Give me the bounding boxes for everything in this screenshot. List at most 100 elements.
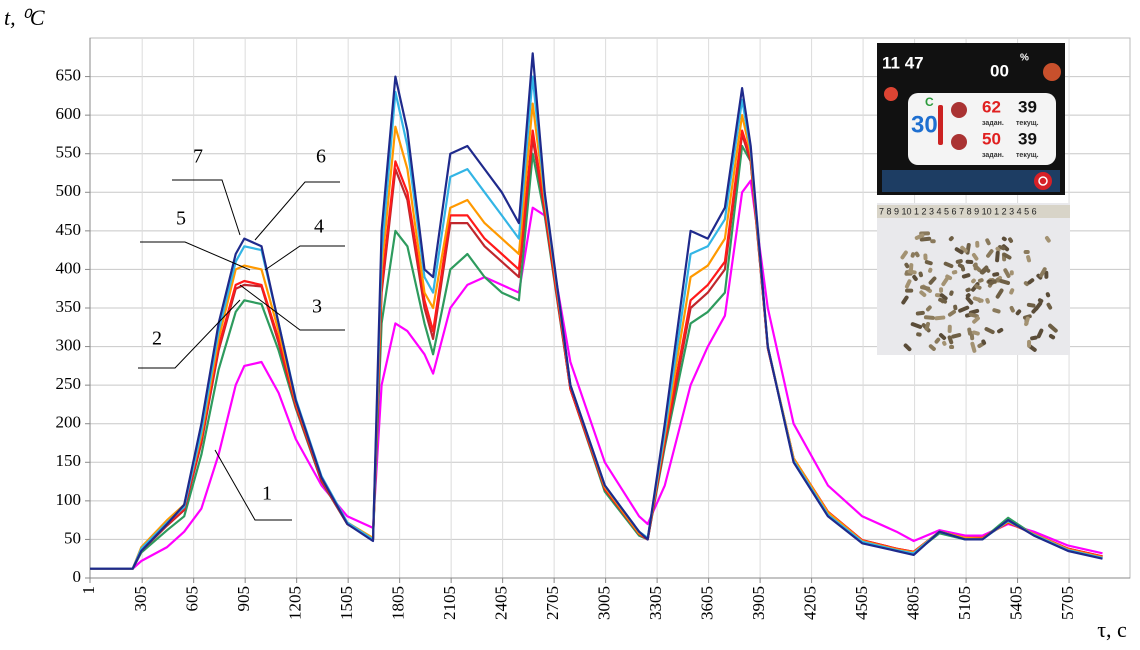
pellet bbox=[938, 333, 947, 340]
pellet bbox=[1030, 335, 1038, 341]
callouts: 7 6 5 4 3 2 1 bbox=[138, 146, 345, 521]
screen-icon bbox=[951, 102, 967, 118]
pellet bbox=[985, 297, 990, 304]
pellet bbox=[958, 305, 970, 313]
pellet bbox=[947, 324, 952, 334]
y-tick-label: 250 bbox=[56, 374, 82, 393]
screen-set-1: 62 bbox=[982, 97, 1001, 116]
pellet bbox=[968, 312, 979, 319]
pellet bbox=[965, 287, 971, 293]
pellet bbox=[914, 233, 925, 240]
pellet bbox=[974, 284, 982, 290]
pellet bbox=[920, 285, 931, 291]
pellet bbox=[923, 253, 928, 261]
pellet bbox=[960, 245, 968, 253]
pellet bbox=[1002, 252, 1012, 260]
pellet bbox=[910, 322, 923, 329]
y-tick-label: 300 bbox=[56, 335, 82, 354]
pellet bbox=[971, 330, 980, 336]
screen-caption: задан. bbox=[982, 120, 1004, 127]
pellet bbox=[961, 273, 971, 279]
y-axis-title: t, ⁰C bbox=[4, 5, 45, 30]
curve-label: 5 bbox=[176, 208, 186, 230]
series-line bbox=[90, 179, 1103, 570]
x-tick-label: 1205 bbox=[286, 586, 305, 620]
pellet bbox=[1046, 302, 1053, 310]
y-tick-label: 0 bbox=[73, 567, 82, 586]
curve-label: 1 bbox=[262, 483, 272, 505]
pellet bbox=[954, 247, 964, 255]
pellet bbox=[953, 304, 958, 311]
pellet bbox=[995, 288, 1004, 299]
ruler bbox=[877, 205, 1070, 218]
power-button bbox=[1034, 172, 1052, 190]
y-tick-label: 150 bbox=[56, 451, 82, 470]
pellet bbox=[910, 252, 916, 258]
x-tick-label: 5705 bbox=[1058, 586, 1077, 620]
pellet bbox=[979, 265, 989, 275]
pellet bbox=[1003, 268, 1011, 279]
pellet bbox=[916, 332, 922, 337]
pellet bbox=[992, 308, 1001, 314]
pellet bbox=[1027, 278, 1035, 285]
pellet bbox=[999, 279, 1011, 285]
pellet bbox=[1027, 339, 1032, 348]
curve-label: 3 bbox=[312, 296, 322, 318]
pellet bbox=[1009, 270, 1014, 276]
pellet bbox=[951, 333, 962, 339]
pellet bbox=[1036, 328, 1044, 339]
leader-line bbox=[264, 245, 345, 271]
x-tick-label: 3005 bbox=[595, 586, 614, 620]
pellet bbox=[947, 309, 957, 317]
pellet bbox=[915, 310, 925, 316]
pellet bbox=[951, 270, 958, 275]
pellet bbox=[1023, 250, 1030, 255]
curve-label: 2 bbox=[152, 328, 162, 350]
pellet bbox=[904, 262, 910, 269]
screen-clock: 11 47 bbox=[882, 53, 924, 72]
pellet bbox=[925, 305, 932, 312]
pellet bbox=[901, 295, 909, 305]
pellet bbox=[934, 315, 946, 321]
x-tick-label: 305 bbox=[131, 586, 150, 612]
pellet bbox=[949, 290, 954, 296]
pellet bbox=[997, 327, 1004, 334]
x-tick-label: 5405 bbox=[1006, 586, 1025, 620]
leader-line bbox=[239, 284, 345, 331]
pellet bbox=[965, 259, 974, 265]
pellet bbox=[1048, 334, 1056, 340]
pellet bbox=[1024, 316, 1030, 327]
screen-panel bbox=[908, 93, 1056, 165]
pellet bbox=[1031, 307, 1038, 314]
leader-line bbox=[138, 299, 241, 369]
screen-icon bbox=[1043, 63, 1061, 81]
pellet bbox=[1044, 270, 1049, 279]
y-tick-label: 600 bbox=[56, 104, 82, 123]
screen-caption: текущ. bbox=[1016, 152, 1039, 159]
pellet bbox=[995, 246, 1001, 253]
pellet bbox=[1039, 267, 1047, 278]
pellet bbox=[955, 259, 963, 264]
pellet bbox=[1045, 292, 1051, 298]
x-tick-label: 1505 bbox=[337, 586, 356, 620]
x-tick-label: 2405 bbox=[492, 586, 511, 620]
pellet bbox=[938, 297, 948, 304]
pellet bbox=[924, 321, 931, 331]
power-icon bbox=[1038, 176, 1048, 186]
x-tick-label: 4505 bbox=[852, 586, 871, 620]
pellet bbox=[903, 343, 912, 352]
thermometer bbox=[938, 105, 943, 145]
pellet bbox=[977, 278, 984, 283]
pellet bbox=[923, 315, 935, 320]
pellet bbox=[985, 238, 991, 246]
leader-line bbox=[254, 181, 340, 241]
x-tick-label: 605 bbox=[183, 586, 202, 612]
screen-current-1: 39 bbox=[1018, 97, 1037, 116]
y-tick-label: 500 bbox=[56, 181, 82, 200]
pellet bbox=[1044, 235, 1051, 243]
y-tick-label: 50 bbox=[64, 528, 81, 547]
pellet bbox=[949, 344, 955, 350]
x-tick-label: 5105 bbox=[955, 586, 974, 620]
pellet bbox=[957, 263, 965, 269]
